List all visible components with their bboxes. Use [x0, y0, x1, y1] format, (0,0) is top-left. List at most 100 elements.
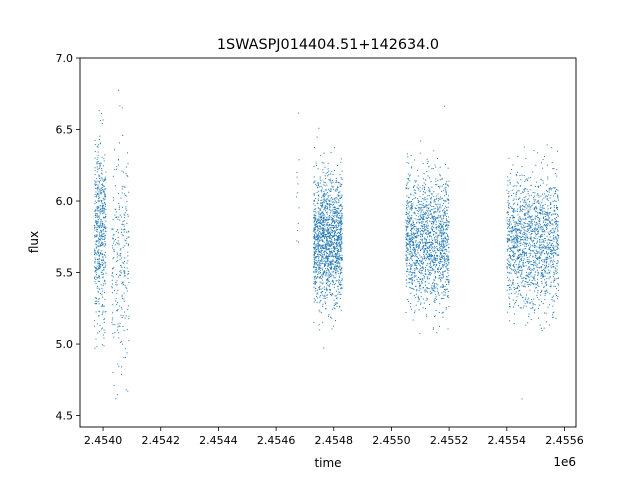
data-point [318, 212, 320, 214]
data-point [447, 272, 449, 274]
data-point [101, 262, 103, 264]
data-point [124, 217, 126, 219]
data-point [341, 268, 343, 270]
data-point [339, 247, 341, 249]
data-point [418, 247, 420, 249]
data-point [441, 240, 443, 242]
data-point [94, 170, 96, 172]
data-point [103, 232, 105, 234]
data-point [524, 238, 526, 240]
data-point [414, 159, 416, 161]
data-point [523, 213, 525, 215]
data-point [341, 235, 343, 237]
data-point [330, 152, 332, 154]
data-point [330, 223, 332, 225]
data-point [337, 253, 339, 255]
data-point [446, 250, 448, 252]
data-point [127, 277, 129, 279]
data-point [103, 209, 105, 211]
data-point [534, 256, 536, 258]
data-point [423, 245, 425, 247]
data-point [539, 258, 541, 260]
data-point [333, 281, 335, 283]
data-point [516, 238, 518, 240]
data-point [549, 239, 551, 241]
data-point [319, 244, 321, 246]
data-point [546, 261, 548, 263]
data-point [101, 259, 103, 261]
data-point [426, 163, 428, 165]
data-point [426, 224, 428, 226]
data-point [422, 263, 424, 265]
data-point [318, 229, 320, 231]
data-point [97, 221, 99, 223]
data-point [543, 233, 545, 235]
data-point [418, 277, 420, 279]
data-point [336, 210, 338, 212]
data-point [102, 228, 104, 230]
data-point [124, 229, 126, 231]
data-point [538, 272, 540, 274]
data-point [338, 253, 340, 255]
data-point [323, 271, 325, 273]
data-point [325, 307, 327, 309]
data-point [413, 280, 415, 282]
data-point [319, 236, 321, 238]
data-point [94, 261, 96, 263]
data-point [335, 206, 337, 208]
data-point [447, 227, 449, 229]
data-point [407, 235, 409, 237]
data-point [530, 308, 532, 310]
data-point [506, 240, 508, 242]
data-point [325, 302, 327, 304]
data-point [101, 225, 103, 227]
data-point [524, 214, 526, 216]
data-point [318, 266, 320, 268]
data-point [121, 296, 123, 298]
data-point [514, 237, 516, 239]
data-point [340, 218, 342, 220]
data-point [432, 217, 434, 219]
data-point [409, 217, 411, 219]
data-point [116, 254, 118, 256]
data-point [104, 280, 106, 282]
data-point [529, 244, 531, 246]
data-point [427, 236, 429, 238]
data-point [318, 227, 320, 229]
data-point [119, 274, 121, 276]
data-point [533, 207, 535, 209]
data-point [119, 205, 121, 207]
data-point [127, 236, 129, 238]
data-point [320, 278, 322, 280]
data-point [340, 273, 342, 275]
data-point [443, 247, 445, 249]
data-point [315, 249, 317, 251]
data-point [425, 299, 427, 301]
data-point [506, 267, 508, 269]
data-point [318, 324, 320, 326]
data-point [324, 288, 326, 290]
data-point [324, 182, 326, 184]
data-point [314, 270, 316, 272]
data-point [432, 281, 434, 283]
data-point [419, 221, 421, 223]
data-point [326, 192, 328, 194]
data-point [510, 267, 512, 269]
data-point [338, 192, 340, 194]
data-point [316, 271, 318, 273]
data-point [98, 182, 100, 184]
data-point [339, 232, 341, 234]
data-point [511, 241, 513, 243]
data-point [314, 247, 316, 249]
data-point [429, 247, 431, 249]
data-point [536, 242, 538, 244]
data-point [317, 182, 319, 184]
data-point [322, 214, 324, 216]
data-point [98, 237, 100, 239]
data-point [535, 264, 537, 266]
data-point [520, 230, 522, 232]
data-point [547, 191, 549, 193]
data-point [95, 183, 97, 185]
data-point [410, 278, 412, 280]
data-point [547, 223, 549, 225]
